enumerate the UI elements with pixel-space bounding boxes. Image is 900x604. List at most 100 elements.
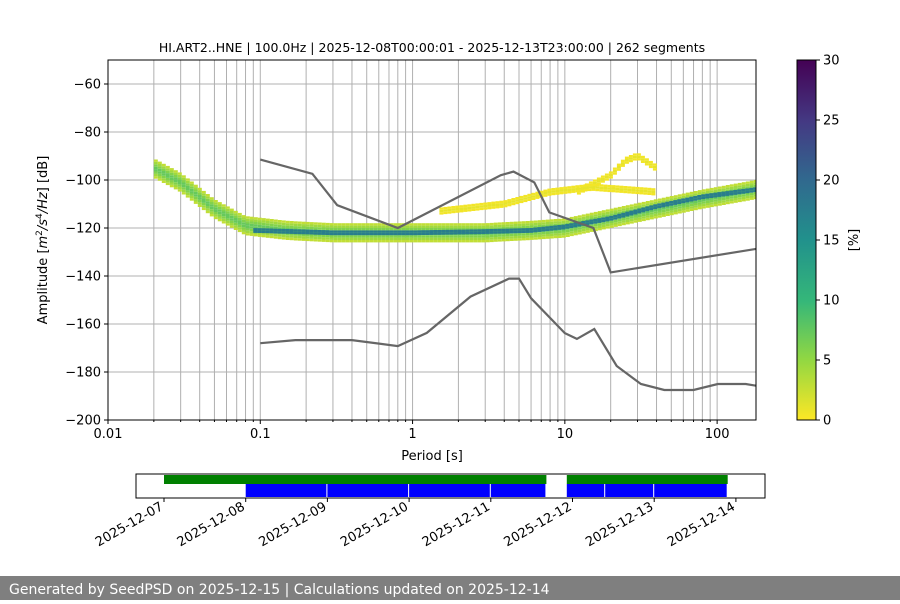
psd-cell (293, 223, 298, 227)
psd-cell (489, 222, 494, 226)
psd-cell (413, 228, 418, 231)
psd-cell (373, 230, 378, 233)
psd-cell (293, 221, 298, 224)
psd-cell (725, 197, 730, 200)
psd-cell (453, 240, 458, 243)
psd-cell (493, 234, 498, 237)
psd-cell (421, 235, 426, 238)
lower-noise-model (260, 277, 756, 392)
psd-cell (585, 228, 590, 231)
psd-cell (491, 201, 496, 204)
psd-cell (505, 236, 510, 239)
used-segment-bar (245, 484, 327, 497)
psd-cell (665, 201, 670, 205)
psd-cell (501, 224, 506, 227)
psd-cell (733, 183, 738, 186)
psd-cell (317, 232, 322, 235)
psd-cell (497, 231, 502, 234)
psd-cell (353, 235, 358, 238)
psd-cell (321, 225, 326, 228)
psd-cell (257, 232, 262, 235)
psd-cell (445, 223, 450, 226)
psd-cell (627, 191, 632, 194)
psd-cell (673, 204, 678, 208)
psd-cell (449, 223, 454, 226)
psd-cell (467, 209, 472, 212)
psd-cell (257, 222, 262, 225)
psd-cell (229, 211, 234, 214)
psd-cell (685, 197, 690, 200)
psd-cell (241, 231, 246, 235)
psd-cell (591, 183, 596, 187)
psd-cell (521, 228, 526, 231)
psd-cell (201, 200, 206, 203)
psd-cell (337, 228, 342, 231)
psd-cell (471, 206, 476, 209)
psd-cell (509, 224, 514, 227)
psd-cell (529, 225, 534, 228)
psd-cell (405, 230, 410, 233)
psd-cell (689, 196, 694, 200)
psd-cell (581, 226, 586, 229)
psd-cell (285, 220, 290, 224)
psd-cell (265, 228, 270, 231)
psd-cell (615, 185, 620, 188)
psd-cell (285, 225, 290, 228)
psd-cell (313, 222, 318, 225)
psd-cell (697, 190, 702, 193)
psd-cell (513, 236, 518, 239)
psd-cell (569, 216, 574, 220)
psd-cell (577, 217, 582, 221)
psd-cell (433, 230, 438, 233)
psd-cell (681, 193, 686, 196)
psd-cell (721, 191, 726, 194)
psd-cell (429, 240, 434, 243)
psd-cell (209, 199, 214, 202)
psd-cell (293, 235, 298, 239)
psd-cell (445, 237, 450, 240)
psd-cell (477, 229, 482, 232)
psd-cell (753, 187, 756, 190)
psd-cell (349, 235, 354, 238)
psd-cell (413, 230, 418, 233)
psd-cell (221, 209, 226, 212)
psd-cell (433, 237, 438, 240)
psd-cell (551, 188, 556, 191)
psd-cell (397, 237, 402, 240)
psd-cell (277, 236, 282, 240)
psd-cell (733, 186, 738, 189)
psd-cell (697, 199, 702, 203)
psd-cell (421, 232, 426, 235)
psd-cell (649, 202, 654, 205)
psd-cell (599, 189, 604, 192)
psd-cell (233, 215, 238, 218)
psd-cell (741, 194, 746, 197)
psd-cell (193, 187, 198, 190)
psd-cell (517, 223, 522, 227)
psd-cell (525, 230, 530, 233)
psd-cell (337, 232, 342, 236)
psd-cell (357, 230, 362, 233)
psd-cell (545, 224, 550, 227)
psd-cell (285, 229, 290, 232)
psd-cell (417, 230, 422, 233)
psd-cell (583, 189, 588, 192)
psd-cell (225, 211, 230, 214)
psd-cell (325, 225, 330, 228)
psd-cell (545, 219, 550, 222)
psd-cell (229, 223, 234, 226)
psd-cell (639, 189, 644, 192)
psd-cell (541, 226, 546, 230)
psd-cell (597, 213, 602, 216)
psd-cell (225, 223, 230, 226)
psd-cell (599, 184, 604, 187)
coverage-date-label: 2025-12-14 (665, 499, 738, 550)
psd-cell (289, 229, 294, 232)
psd-cell (165, 173, 170, 176)
psd-cell (589, 217, 594, 220)
psd-cell (497, 222, 502, 225)
psd-cell (593, 216, 598, 220)
psd-cell (377, 232, 382, 236)
psd-cell (661, 212, 666, 215)
psd-cell (559, 191, 564, 195)
